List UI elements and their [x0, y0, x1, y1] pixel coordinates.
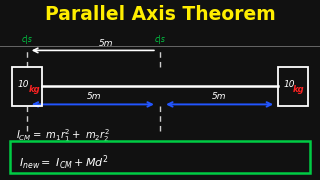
Bar [12, 67, 42, 106]
Text: kg: kg [293, 85, 304, 94]
Bar [10, 141, 310, 173]
Text: 5m: 5m [212, 92, 226, 101]
Text: $I_{CM}=\ m_1r_1^2+\ m_2r_2^2$: $I_{CM}=\ m_1r_1^2+\ m_2r_2^2$ [16, 127, 110, 144]
Bar [278, 67, 308, 106]
Text: c|s: c|s [22, 35, 33, 44]
Text: Parallel Axis Theorem: Parallel Axis Theorem [44, 4, 276, 24]
Text: c|s: c|s [155, 35, 165, 44]
Text: 10: 10 [283, 80, 295, 89]
Text: 5m: 5m [86, 92, 101, 101]
Text: kg: kg [28, 85, 40, 94]
Text: 5m: 5m [99, 39, 114, 48]
Text: $I_{new}=\ I_{CM}+Md^2$: $I_{new}=\ I_{CM}+Md^2$ [19, 154, 109, 172]
Text: 10: 10 [18, 80, 29, 89]
